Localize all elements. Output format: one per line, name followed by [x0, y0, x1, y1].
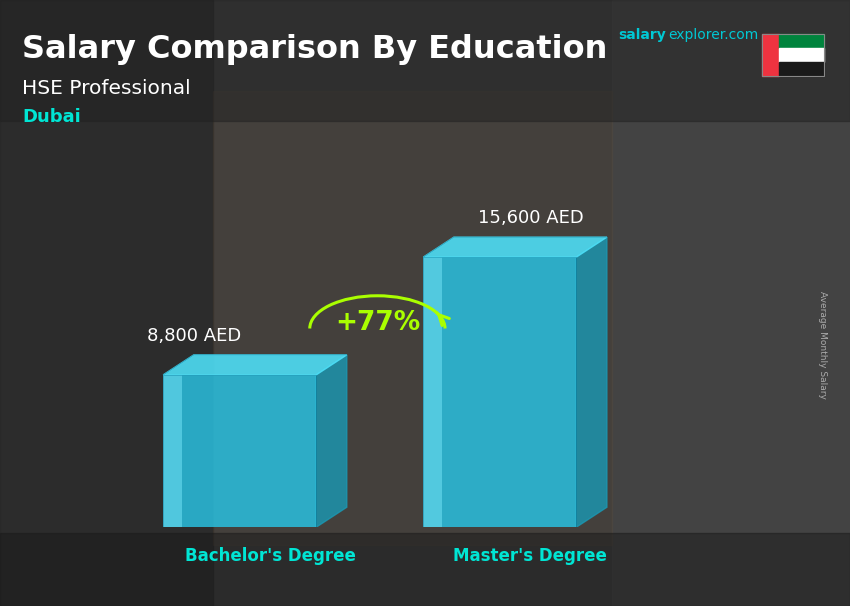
Bar: [779, 62, 824, 76]
Text: HSE Professional: HSE Professional: [22, 79, 190, 98]
Bar: [423, 257, 442, 527]
Text: explorer.com: explorer.com: [668, 28, 758, 42]
Text: Salary Comparison By Education: Salary Comparison By Education: [22, 34, 608, 65]
Bar: [163, 375, 182, 527]
Text: Dubai: Dubai: [22, 108, 81, 126]
Text: salary: salary: [618, 28, 666, 42]
Bar: [612, 0, 850, 606]
Text: Bachelor's Degree: Bachelor's Degree: [184, 547, 356, 565]
Bar: [423, 257, 576, 527]
Polygon shape: [316, 355, 347, 527]
Bar: [779, 48, 824, 62]
Bar: [779, 34, 824, 48]
Bar: [0, 533, 850, 606]
Text: 15,600 AED: 15,600 AED: [478, 209, 583, 227]
Text: 8,800 AED: 8,800 AED: [147, 327, 241, 345]
Polygon shape: [163, 355, 347, 375]
Text: Average Monthly Salary: Average Monthly Salary: [818, 291, 827, 399]
Bar: [0, 0, 850, 121]
Bar: [163, 375, 316, 527]
Text: Master's Degree: Master's Degree: [453, 547, 608, 565]
Bar: [212, 91, 612, 545]
Bar: [762, 34, 824, 76]
Bar: [762, 34, 779, 76]
Polygon shape: [423, 237, 607, 257]
Bar: [0, 0, 212, 606]
Polygon shape: [576, 237, 607, 527]
Text: +77%: +77%: [335, 310, 420, 336]
